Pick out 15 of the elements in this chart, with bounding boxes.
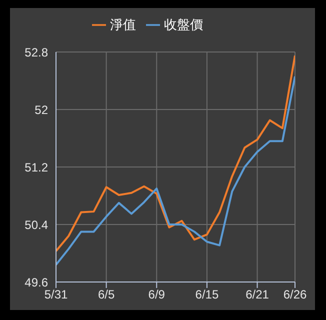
line-series <box>56 75 295 266</box>
y-tick-label: 52 <box>34 102 48 117</box>
x-tick-label: 6/9 <box>148 288 166 302</box>
legend-label: 收盤價 <box>164 18 203 33</box>
x-tick-label: 6/5 <box>98 288 115 302</box>
y-tick-label: 51.2 <box>24 160 48 174</box>
y-tick-label: 50.4 <box>24 218 48 232</box>
line-series <box>56 54 295 252</box>
x-tick-label: 6/15 <box>195 288 219 302</box>
x-tick-label: 5/31 <box>44 288 68 302</box>
y-tick-label: 52.8 <box>24 45 48 60</box>
x-tick-label: 6/21 <box>246 288 270 302</box>
x-tick-label: 6/26 <box>283 288 307 302</box>
legend-label: 淨值 <box>110 18 136 33</box>
y-tick-label: 49.6 <box>24 275 48 290</box>
